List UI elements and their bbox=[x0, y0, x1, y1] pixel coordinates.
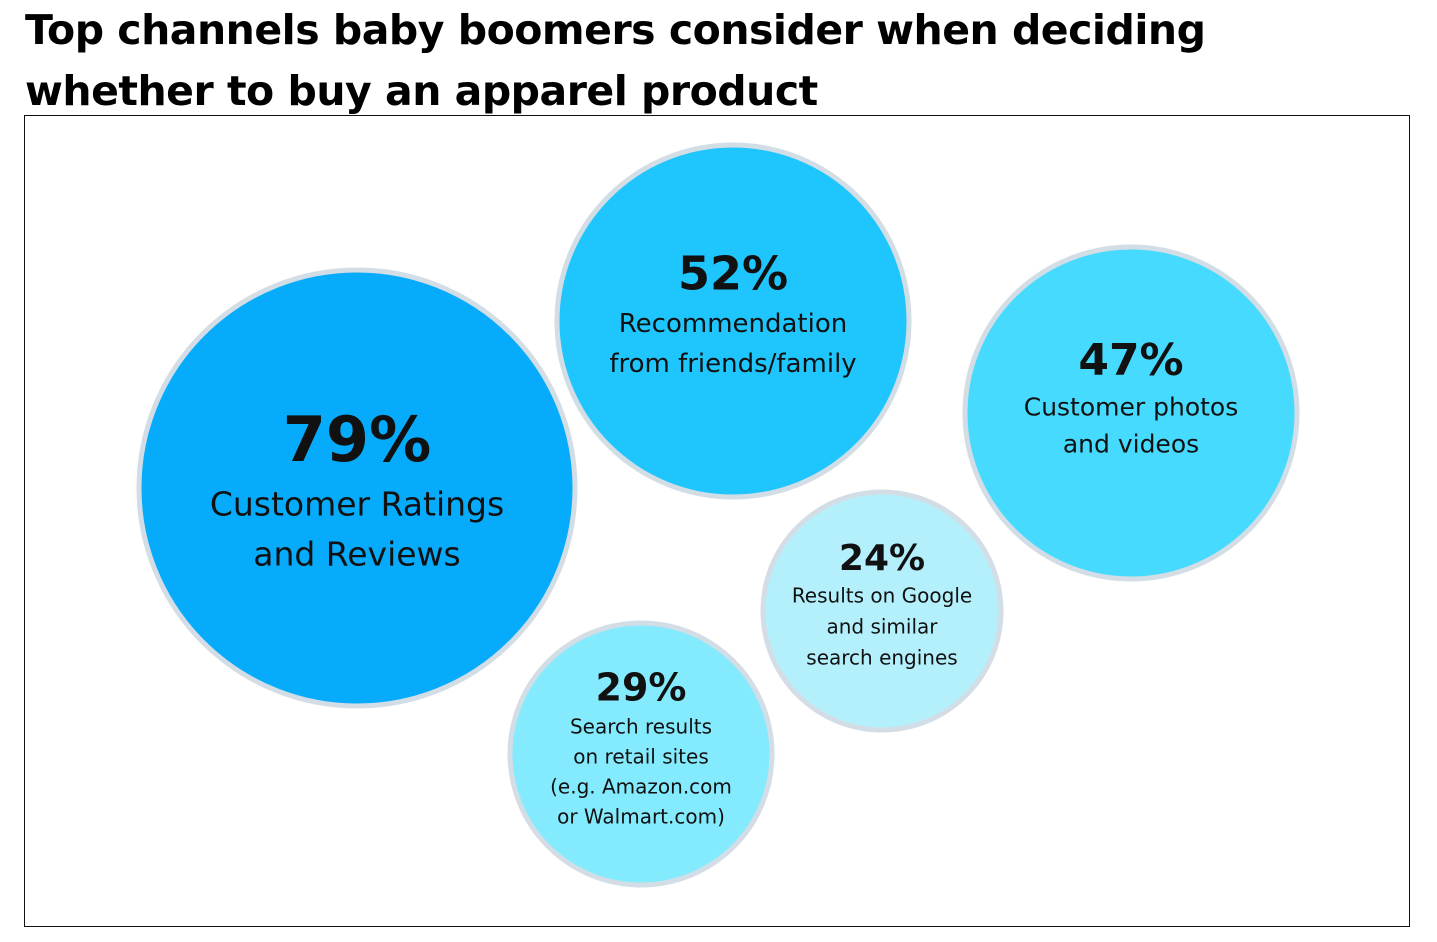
bubble-category-label: and videos bbox=[1063, 429, 1199, 458]
bubble-category-label: and Reviews bbox=[253, 535, 461, 574]
bubble-29: 29% Search results on retail sites (e.g. Am… bbox=[507, 620, 775, 888]
bubble-category-label: Recommendation bbox=[619, 309, 847, 339]
bubble-category-label: and similar bbox=[826, 614, 938, 638]
bubble-circle-24 bbox=[760, 489, 1004, 733]
chart-title: Top channels baby boomers consider when … bbox=[25, 0, 1415, 122]
bubble-category-label: (e.g. Amazon.com bbox=[550, 774, 732, 798]
bubble-52: 52% Recommendation from friends/family bbox=[554, 142, 912, 500]
chart-title-line-1: Top channels baby boomers consider when … bbox=[25, 6, 1206, 54]
bubble-circle-79 bbox=[136, 267, 578, 709]
bubble-category-label: from friends/family bbox=[609, 349, 856, 379]
bubble-category-label: Customer Ratings bbox=[210, 485, 504, 524]
bubble-circle-52 bbox=[554, 142, 912, 500]
bubble-category-label: search engines bbox=[806, 645, 957, 669]
bubble-24: 24% Results on Google and similar search en… bbox=[760, 489, 1004, 733]
bubble-79: 79% Customer Ratings and Reviews bbox=[136, 267, 578, 709]
chart-frame bbox=[24, 115, 1410, 927]
bubble-category-label: or Walmart.com) bbox=[557, 804, 725, 828]
bubble-value-label: 47% bbox=[1078, 335, 1183, 386]
bubble-value-label: 79% bbox=[283, 403, 431, 476]
bubble-47: 47% Customer photos and videos bbox=[962, 244, 1300, 582]
bubble-category-label: Search results bbox=[570, 714, 712, 738]
bubble-value-label: 29% bbox=[596, 666, 687, 710]
bubble-value-label: 24% bbox=[839, 538, 925, 579]
bubble-category-label: on retail sites bbox=[573, 744, 708, 768]
bubble-value-label: 52% bbox=[678, 247, 788, 301]
chart-title-line-2: whether to buy an apparel product bbox=[25, 67, 818, 115]
bubble-category-label: Customer photos bbox=[1024, 392, 1239, 421]
bubble-circle-29 bbox=[507, 620, 775, 888]
bubble-category-label: Results on Google bbox=[792, 583, 972, 607]
bubble-circle-47 bbox=[962, 244, 1300, 582]
